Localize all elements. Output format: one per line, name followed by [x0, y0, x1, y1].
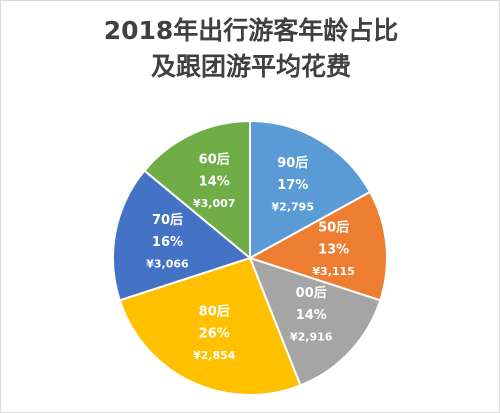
slice-percent-label-4: 16% — [152, 235, 183, 250]
pie-slice-1 — [247, 190, 388, 302]
slice-category-label-5: 60后 — [199, 151, 230, 167]
chart-title-line-2: 及跟团游平均花费 — [150, 52, 351, 81]
slice-category-label-3: 80后 — [199, 304, 230, 320]
slice-percent-label-0: 17% — [277, 178, 308, 193]
slice-category-label-0: 90后 — [277, 155, 308, 171]
slice-category-label-1: 50后 — [318, 220, 349, 236]
slice-category-label-2: 00后 — [296, 285, 327, 301]
slice-spend-label-0: ¥2,795 — [272, 201, 314, 214]
chart-title-line-1: 2018年出行游客年龄占比 — [103, 16, 399, 45]
slice-category-label-4: 70后 — [152, 212, 183, 228]
slice-percent-label-2: 14% — [296, 308, 327, 323]
chart-title: 2018年出行游客年龄占比 及跟团游平均花费 — [1, 13, 500, 85]
pie-slice-3 — [118, 256, 302, 396]
slice-spend-label-4: ¥3,066 — [146, 257, 189, 270]
pie-slice-4 — [112, 169, 253, 302]
slice-spend-label-5: ¥3,007 — [193, 197, 235, 210]
slice-spend-label-3: ¥2,854 — [193, 349, 236, 362]
slice-percent-label-1: 13% — [318, 243, 349, 258]
slice-spend-label-2: ¥2,916 — [290, 331, 333, 344]
slice-percent-label-3: 26% — [199, 327, 230, 342]
slice-spend-label-1: ¥3,115 — [312, 265, 354, 278]
pie-slice-5 — [143, 119, 251, 261]
pie-slice-0 — [249, 119, 372, 260]
pie-slice-2 — [248, 256, 382, 387]
slice-percent-label-5: 14% — [199, 174, 230, 189]
